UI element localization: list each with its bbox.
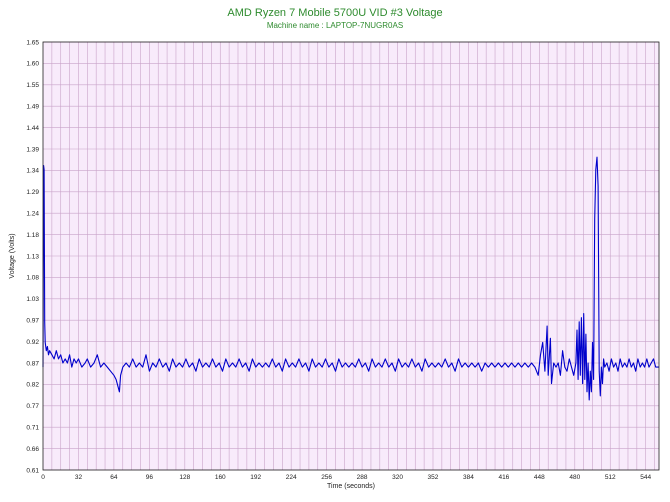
x-tick-label: 288 — [357, 474, 368, 481]
y-tick-label: 1.60 — [26, 61, 39, 68]
x-tick-label: 64 — [110, 474, 118, 481]
x-tick-label: 32 — [75, 474, 83, 481]
x-tick-label: 224 — [286, 474, 297, 481]
x-tick-label: 480 — [569, 474, 580, 481]
y-tick-label: 1.34 — [26, 168, 39, 175]
y-tick-label: 1.44 — [26, 125, 39, 132]
x-tick-label: 544 — [640, 474, 651, 481]
y-tick-label: 1.18 — [26, 232, 39, 239]
x-tick-labels: 0 32 64 96 128 160 192 224 256 288 320 352 384 416 448… — [41, 474, 651, 481]
y-tick-label: 1.39 — [26, 146, 39, 153]
x-tick-label: 384 — [463, 474, 474, 481]
x-tick-label: 256 — [321, 474, 332, 481]
y-tick-label: 0.71 — [26, 425, 39, 432]
x-axis-label: Time (seconds) — [327, 483, 375, 490]
x-tick-label: 320 — [392, 474, 403, 481]
x-tick-label: 0 — [41, 474, 45, 481]
x-tick-label: 128 — [179, 474, 190, 481]
y-tick-label: 1.65 — [26, 39, 39, 46]
x-tick-label: 160 — [215, 474, 226, 481]
y-tick-label: 0.66 — [26, 446, 39, 453]
y-tick-label: 1.49 — [26, 104, 39, 111]
y-tick-label: 0.77 — [26, 403, 39, 410]
grid-lines — [43, 41, 659, 471]
y-axis-label: Voltage (Volts) — [9, 233, 16, 278]
y-tick-label: 0.97 — [26, 318, 39, 325]
voltage-series-line — [42, 156, 659, 401]
y-tick-label: 0.92 — [26, 339, 39, 346]
x-tick-label: 512 — [605, 474, 616, 481]
y-tick-label: 1.29 — [26, 189, 39, 196]
plot-border — [42, 41, 660, 471]
x-tick-label: 416 — [498, 474, 509, 481]
y-tick-label: 1.08 — [26, 275, 39, 282]
y-tick-label: 1.24 — [26, 211, 39, 218]
chart-subtitle: Machine name : LAPTOP-7NUGR0AS — [266, 21, 404, 30]
y-tick-label: 1.55 — [26, 82, 39, 89]
y-tick-label: 1.03 — [26, 296, 39, 303]
chart-title: AMD Ryzen 7 Mobile 5700U VID #3 Voltage — [227, 7, 443, 19]
y-tick-label: 0.87 — [26, 360, 39, 367]
y-tick-label: 0.61 — [26, 467, 39, 474]
x-tick-label: 352 — [428, 474, 439, 481]
y-tick-label: 1.13 — [26, 253, 39, 260]
y-tick-label: 0.82 — [26, 382, 39, 389]
x-tick-label: 448 — [534, 474, 545, 481]
x-tick-label: 96 — [146, 474, 154, 481]
y-tick-labels: 0.61 0.66 0.71 0.77 0.82 0.87 0.92 0.97 1.03 1.08… — [26, 39, 39, 474]
x-tick-label: 192 — [250, 474, 261, 481]
